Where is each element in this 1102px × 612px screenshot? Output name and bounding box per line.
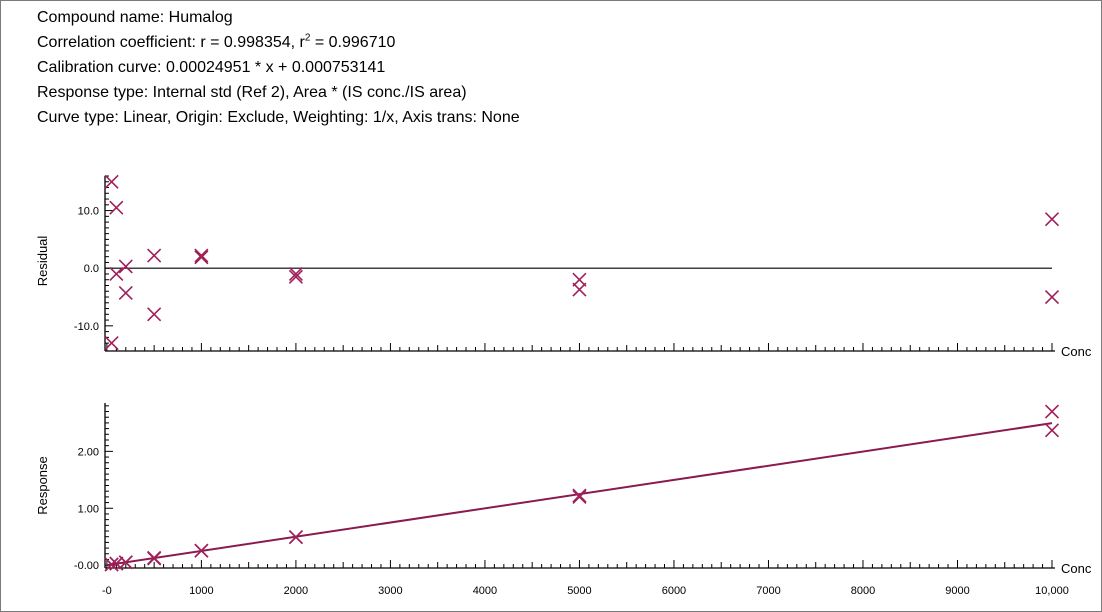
residual-data-point [104,174,119,189]
response-x-tick-label: 1000 [189,585,213,597]
residual-data-point [194,250,209,265]
response-x-tick-label: 9000 [945,585,969,597]
residual-y-axis-title: Residual [35,236,50,287]
compound-name: Compound name: Humalog [37,9,233,26]
residual-data-point [147,248,162,263]
residual-data-point [572,282,587,297]
residual-data-point [288,266,303,282]
residual-data-point [118,285,133,301]
residual-data-point [1044,212,1060,227]
response-data-point [118,555,133,570]
response-y-tick-label: 2.00 [78,446,99,458]
residual-data-point [104,336,119,351]
residual-data-point [109,200,124,215]
response-data-point [1044,423,1060,438]
residual-y-tick-label: -10.0 [74,321,99,333]
response-x-tick-label: 6000 [662,585,686,597]
response-x-tick-label: 3000 [378,585,402,597]
response-x-tick-label: -0 [102,585,112,597]
response-data-point [104,557,119,572]
response-x-axis-title: Conc [1061,561,1092,576]
response-x-tick-label: 7000 [756,585,780,597]
residual-data-point [109,266,124,282]
residual-data-point [147,307,162,322]
calibration-fit-line [106,422,1053,567]
response-data-point [147,551,162,566]
response-x-tick-label: 4000 [473,585,497,597]
residual-data-point [288,269,303,284]
residual-data-point [194,248,209,263]
response-data-point [194,543,209,558]
correlation-value: = 0.996710 [310,34,396,51]
residual-data-point [1044,289,1060,305]
response-data-point [572,489,587,504]
response-y-axis-title: Response [35,456,50,515]
residual-y-tick-label: 10.0 [78,206,99,218]
correlation-coefficient: Correlation coefficient: r = 0.998354, r… [37,32,396,52]
response-x-tick-label: 5000 [567,585,591,597]
response-x-tick-label: 2000 [284,585,308,597]
calibration-curve: Calibration curve: 0.00024951 * x + 0.00… [37,59,386,76]
residual-data-point [118,259,133,274]
response-type: Response type: Internal std (Ref 2), Are… [37,84,467,101]
response-y-tick-label: -0.00 [74,560,99,572]
r-squared-superscript: 2 [304,32,311,44]
response-x-tick-label: 10,000 [1035,585,1069,597]
curve-type: Curve type: Linear, Origin: Exclude, Wei… [37,109,520,126]
response-x-tick-label: 8000 [851,585,875,597]
residual-x-axis-title: Conc [1061,344,1092,359]
correlation-text: Correlation coefficient: r = 0.998354, r [37,34,305,51]
residual-y-tick-label: 0.0 [84,263,99,275]
response-data-point [288,530,303,545]
response-data-point [1044,404,1060,419]
response-y-tick-label: 1.00 [78,503,99,515]
response-data-point [572,488,587,503]
